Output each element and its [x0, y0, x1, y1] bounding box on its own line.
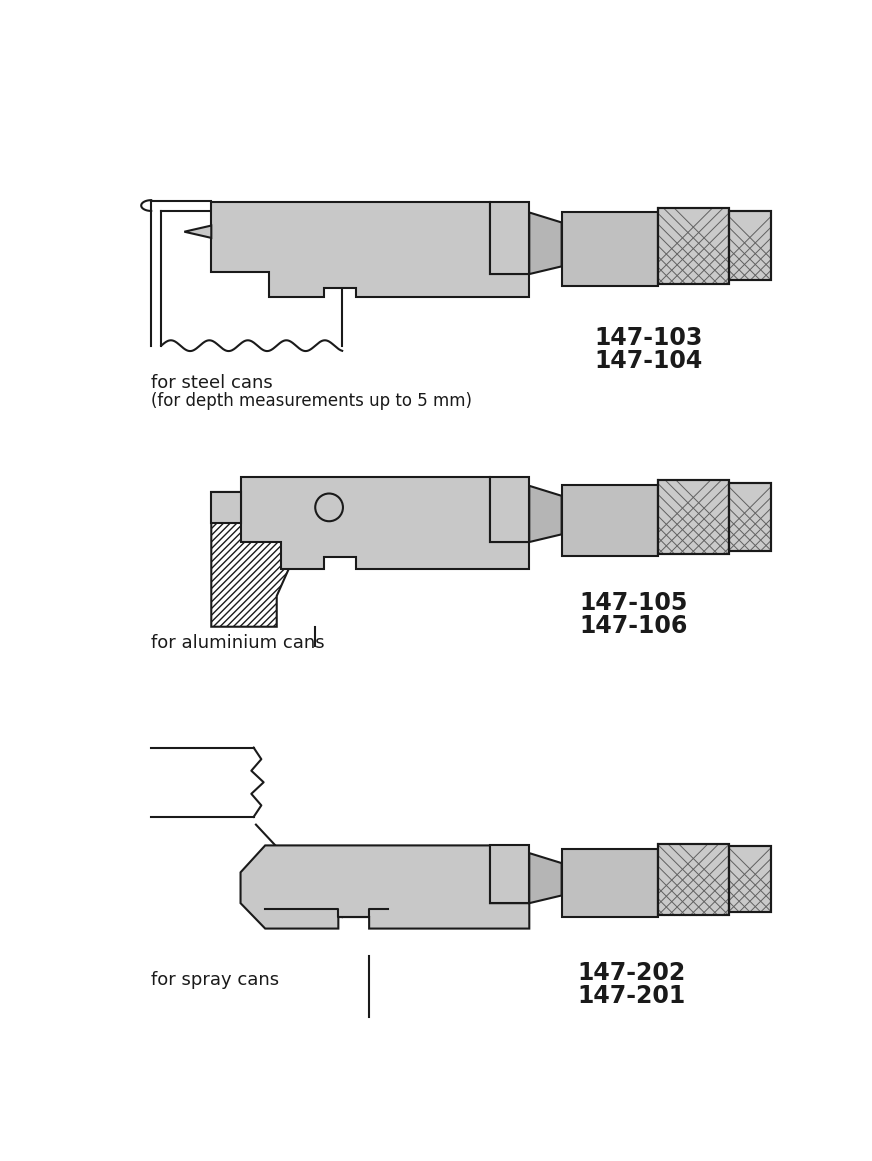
- Bar: [729, 211, 771, 280]
- Polygon shape: [211, 202, 529, 297]
- Bar: [562, 485, 657, 556]
- Polygon shape: [211, 492, 241, 522]
- Bar: [657, 208, 729, 284]
- Polygon shape: [184, 225, 211, 238]
- Bar: [562, 212, 657, 286]
- Bar: [729, 211, 771, 280]
- Polygon shape: [490, 202, 529, 274]
- Bar: [657, 481, 729, 554]
- Bar: [657, 208, 729, 284]
- Text: 147-104: 147-104: [594, 348, 702, 373]
- Circle shape: [316, 493, 343, 521]
- Bar: [657, 844, 729, 916]
- Polygon shape: [529, 485, 562, 542]
- Polygon shape: [490, 845, 529, 903]
- Text: 147-105: 147-105: [579, 591, 688, 614]
- Bar: [729, 846, 771, 911]
- Text: for aluminium cans: for aluminium cans: [151, 634, 325, 652]
- Bar: [657, 481, 729, 554]
- Polygon shape: [490, 476, 529, 542]
- Bar: [657, 844, 729, 916]
- Bar: [729, 846, 771, 911]
- Polygon shape: [241, 845, 529, 929]
- Text: 147-201: 147-201: [577, 985, 685, 1008]
- Text: 147-106: 147-106: [579, 614, 688, 637]
- Bar: [729, 483, 771, 550]
- Bar: [562, 849, 657, 917]
- Text: for steel cans: for steel cans: [151, 374, 273, 392]
- Polygon shape: [241, 476, 529, 569]
- Polygon shape: [211, 492, 338, 627]
- Bar: [729, 483, 771, 550]
- Text: (for depth measurements up to 5 mm): (for depth measurements up to 5 mm): [151, 392, 473, 410]
- Text: 147-202: 147-202: [577, 961, 685, 985]
- Polygon shape: [529, 212, 562, 274]
- Text: 147-103: 147-103: [594, 325, 702, 349]
- Polygon shape: [529, 853, 562, 903]
- Text: for spray cans: for spray cans: [151, 971, 279, 989]
